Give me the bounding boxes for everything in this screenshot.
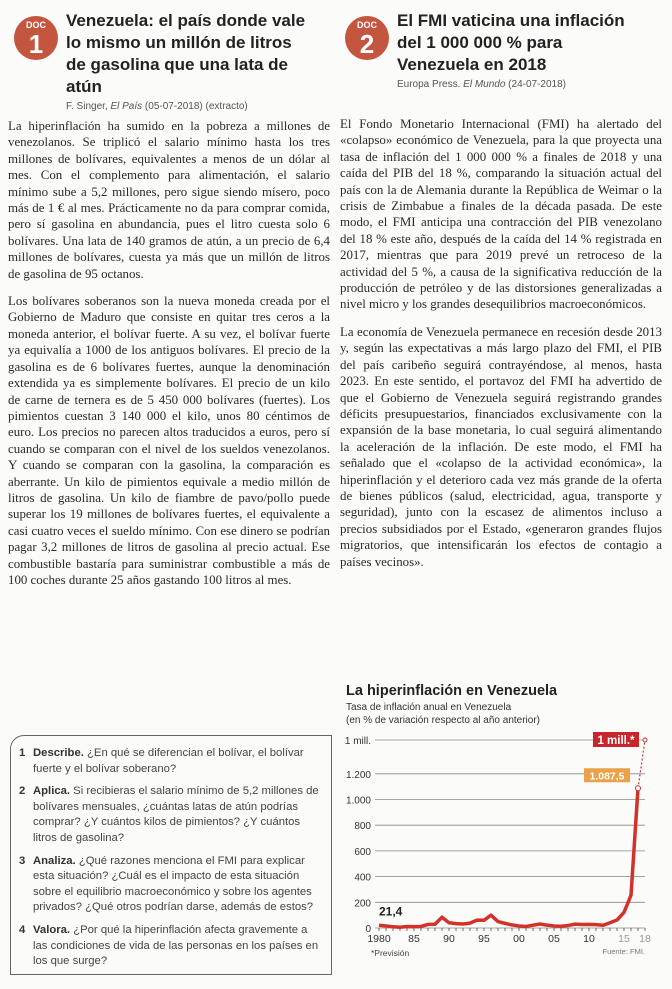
paragraph: La hiperinflación ha sumido en la pobrez… bbox=[8, 119, 330, 281]
chart-subtitle: Tasa de inflación anual en Venezuela (en … bbox=[346, 702, 540, 727]
question-number: 4 bbox=[19, 923, 26, 936]
activities-box: 1 Describe. ¿En qué se diferencian el bol… bbox=[10, 735, 332, 975]
badge-label: DOC bbox=[357, 20, 377, 30]
question-verb: Describe. bbox=[33, 747, 84, 759]
source-date: (24-07-2018) bbox=[505, 79, 566, 90]
x-tick-label: 00 bbox=[513, 933, 525, 945]
question-3: 3 Analiza. ¿Qué razones menciona el FMI p… bbox=[19, 854, 321, 916]
source-author: Europa Press. bbox=[397, 79, 464, 90]
doc2-badge: DOC 2 bbox=[345, 16, 389, 60]
y-tick-label: 1.200 bbox=[346, 770, 371, 781]
inflation-chart: 0 200 400 600 800 1.000 1.200 1 mill. 1980 85 90 95… bbox=[345, 732, 651, 958]
last-point-marker bbox=[635, 785, 641, 792]
x-tick-label: 05 bbox=[548, 933, 560, 945]
chart-subtitle-line2: (en % de variación respecto al año anter… bbox=[346, 714, 540, 726]
x-tick-label: 1980 bbox=[367, 933, 391, 945]
forecast-label: 1 mill.* bbox=[597, 735, 635, 747]
question-verb: Aplica. bbox=[33, 785, 71, 798]
x-tick-label: 10 bbox=[583, 933, 595, 945]
question-text: ¿Qué razones menciona el FMI para explic… bbox=[33, 854, 314, 914]
x-tick-label: 90 bbox=[443, 933, 455, 945]
inflation-line bbox=[378, 788, 640, 929]
badge-number: 2 bbox=[359, 29, 375, 59]
doc1-source: F. Singer, El País (05-07-2018) (extract… bbox=[66, 101, 316, 112]
forecast-line bbox=[637, 739, 646, 789]
doc1-badge: DOC 1 bbox=[14, 16, 58, 60]
y-tick-label: 1.000 bbox=[346, 796, 371, 807]
paragraph: Los bolívares soberanos son la nueva mon… bbox=[8, 294, 330, 587]
question-number: 2 bbox=[19, 785, 26, 798]
question-text: Si recibieras el salario mínimo de 5,2 m… bbox=[33, 785, 319, 844]
doc1-header: DOC 1 Venezuela: el país donde vale lo mi… bbox=[14, 10, 316, 112]
forecast-point-marker bbox=[642, 737, 648, 743]
doc2-title: El FMI vaticina una inflación del 1 000 … bbox=[397, 11, 625, 74]
doc2-header: DOC 2 El FMI vaticina una inflación del 1… bbox=[345, 10, 647, 90]
doc1-title: Venezuela: el país donde vale lo mismo u… bbox=[66, 11, 306, 96]
y-tick-label: 600 bbox=[354, 847, 371, 858]
x-tick-label: 15 bbox=[618, 933, 630, 945]
y-tick-label: 200 bbox=[354, 898, 371, 909]
first-value-label: 21,4 bbox=[379, 904, 403, 918]
forecast-label-bg bbox=[593, 732, 639, 747]
last-value-label: 1.087,5 bbox=[589, 770, 624, 782]
chart-subtitle-line1: Tasa de inflación anual en Venezuela bbox=[346, 702, 512, 713]
source-publication: El Mundo bbox=[463, 79, 506, 90]
y-tick-label: 1 mill. bbox=[345, 736, 371, 747]
doc2-body: El Fondo Monetario Internacional (FMI) h… bbox=[340, 116, 662, 581]
question-1: 1 Describe. ¿En qué se diferencian el bol… bbox=[19, 746, 321, 777]
question-2: 2 Aplica. Si recibieras el salario mínimo… bbox=[19, 784, 321, 846]
last-value-label-bg bbox=[584, 768, 630, 783]
chart-title: La hiperinflación en Venezuela bbox=[346, 683, 558, 699]
question-text: ¿Por qué la hiperinflación afecta gravem… bbox=[33, 923, 319, 968]
paragraph: La economía de Venezuela permanece en re… bbox=[340, 324, 662, 569]
x-tick-label: 95 bbox=[478, 933, 490, 945]
y-tick-label: 0 bbox=[365, 924, 371, 935]
doc1-body: La hiperinflación ha sumido en la pobrez… bbox=[8, 118, 330, 599]
question-4: 4 Valora. ¿Por qué la hiperinflación afec… bbox=[19, 923, 321, 970]
question-number: 1 bbox=[19, 747, 26, 759]
source-author: F. Singer, bbox=[66, 101, 111, 112]
x-tick-label: 18 bbox=[639, 933, 651, 945]
question-text: ¿En qué se diferencian el bolívar, el bo… bbox=[33, 747, 304, 775]
question-verb: Valora. bbox=[33, 923, 71, 936]
question-verb: Analiza. bbox=[33, 854, 76, 867]
source-note: Fuente: FMI. bbox=[602, 947, 645, 956]
x-tick-label: 85 bbox=[408, 933, 420, 945]
paragraph: El Fondo Monetario Internacional (FMI) h… bbox=[340, 117, 662, 312]
badge-number: 1 bbox=[28, 29, 44, 59]
badge-label: DOC bbox=[26, 20, 46, 30]
source-publication: El País bbox=[110, 101, 143, 112]
y-tick-label: 800 bbox=[354, 821, 371, 832]
doc2-source: Europa Press. El Mundo (24-07-2018) bbox=[397, 79, 647, 90]
source-date: (05-07-2018) (extracto) bbox=[142, 101, 248, 112]
footnote: *Previsión bbox=[371, 948, 410, 958]
question-number: 3 bbox=[19, 854, 26, 867]
y-tick-label: 400 bbox=[354, 873, 371, 884]
